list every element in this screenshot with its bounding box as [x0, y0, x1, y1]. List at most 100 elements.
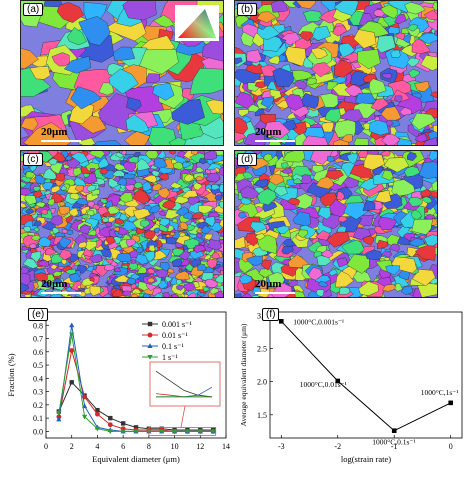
y-axis-label: Fraction (%): [6, 353, 16, 396]
scale-bar-d: [255, 292, 295, 294]
grain: [159, 210, 166, 217]
grain: [336, 257, 349, 268]
grain: [21, 202, 27, 209]
grain: [58, 201, 66, 207]
grain: [103, 264, 115, 272]
grain: [40, 208, 48, 215]
y-tick-label: 0.7: [33, 335, 43, 344]
grain: [89, 285, 101, 297]
grain: [169, 151, 177, 155]
ebsd-map-b: (b) 20μm: [234, 0, 438, 146]
grain: [321, 122, 334, 133]
grain: [61, 229, 68, 234]
grain: [64, 268, 76, 275]
grain: [23, 293, 32, 297]
grain: [176, 284, 184, 291]
grain: [337, 216, 348, 223]
grain: [220, 231, 223, 238]
grain: [202, 36, 223, 62]
grain: [171, 217, 178, 224]
grain: [358, 281, 379, 296]
grain: [239, 273, 253, 284]
grain: [190, 151, 199, 156]
data-point: [147, 321, 153, 327]
grain: [211, 252, 220, 259]
grain: [423, 234, 437, 247]
grain: [170, 181, 183, 189]
y-tick-label: 0.0: [33, 427, 43, 436]
grain: [203, 233, 213, 241]
grain: [193, 182, 203, 191]
grain: [153, 227, 160, 234]
grain: [327, 155, 335, 163]
grain: [28, 243, 38, 249]
grain: [336, 191, 345, 201]
grain: [253, 179, 268, 188]
grain: [239, 185, 260, 199]
grain: [369, 78, 387, 95]
grain: [69, 192, 80, 201]
grain: [33, 226, 40, 233]
grain: [43, 190, 52, 195]
grain: [422, 137, 437, 145]
grain: [42, 167, 57, 180]
grain: [407, 151, 417, 161]
data-point: [197, 429, 203, 435]
point-annotation: 1000°C,1s⁻¹: [421, 388, 459, 397]
grain: [332, 25, 348, 37]
grain: [418, 161, 437, 179]
grain: [205, 171, 221, 183]
grain: [52, 227, 60, 235]
x-tick-label: -3: [278, 442, 285, 451]
grain: [190, 250, 205, 260]
grain: [299, 31, 314, 42]
grain: [292, 70, 313, 81]
grain: [418, 32, 437, 45]
grain: [162, 292, 171, 297]
x-tick-label: -1: [391, 442, 398, 451]
grain: [197, 218, 206, 223]
grain: [381, 169, 394, 181]
plot-frame: [269, 311, 463, 439]
panel-label-b: (b): [237, 3, 258, 16]
panel-label-a: (a): [23, 3, 44, 16]
x-tick-label: 12: [196, 442, 204, 451]
point-annotation: 1000°C,0.1s⁻¹: [372, 438, 415, 447]
grain: [204, 278, 219, 288]
y-tick-label: 0.3: [33, 388, 43, 397]
grain: [390, 49, 401, 58]
grain: [339, 109, 364, 123]
legend-entry: 0.001 s⁻¹: [142, 320, 192, 329]
grain: [168, 137, 187, 145]
grain: [408, 197, 423, 207]
data-point: [69, 348, 75, 353]
grain: [276, 225, 290, 234]
grain: [119, 213, 128, 222]
grain: [394, 13, 407, 24]
grain: [140, 219, 151, 228]
grain: [335, 270, 354, 288]
grain: [207, 239, 222, 251]
grain: [78, 241, 88, 249]
panel-label-f: (f): [262, 308, 280, 321]
grain: [381, 73, 392, 80]
grain: [374, 189, 392, 203]
grain: [68, 273, 82, 283]
grain: [203, 151, 217, 160]
grain: [196, 233, 204, 239]
grain: [48, 293, 62, 297]
grain: [379, 151, 391, 157]
grain: [190, 259, 202, 268]
grain: [30, 234, 41, 241]
grain: [352, 227, 372, 240]
grain: [53, 278, 63, 285]
grain: [148, 204, 161, 214]
grain: [414, 133, 428, 143]
scale-label-c: 20μm: [41, 278, 68, 290]
grain: [135, 247, 144, 254]
grain: [219, 219, 223, 228]
data-point: [391, 428, 397, 434]
grain: [404, 166, 421, 178]
grain: [67, 27, 87, 46]
grain: [68, 101, 95, 125]
